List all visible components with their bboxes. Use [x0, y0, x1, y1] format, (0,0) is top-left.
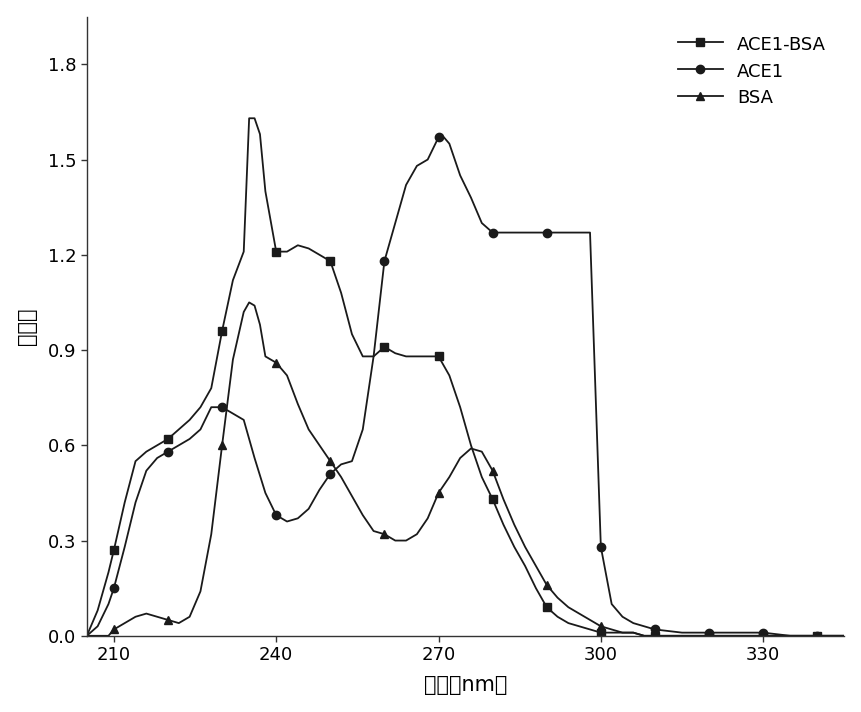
- ACE1: [812, 632, 822, 640]
- BSA: [82, 632, 92, 640]
- ACE1-BSA: [82, 632, 92, 640]
- BSA: [401, 536, 412, 545]
- BSA: [271, 358, 282, 367]
- ACE1: [839, 632, 850, 640]
- BSA: [839, 632, 850, 640]
- Y-axis label: 吸光值: 吸光值: [16, 308, 37, 345]
- ACE1-BSA: [255, 130, 265, 138]
- ACE1-BSA: [401, 352, 412, 361]
- BSA: [244, 298, 254, 307]
- ACE1-BSA: [244, 114, 254, 122]
- BSA: [379, 530, 389, 538]
- Legend: ACE1-BSA, ACE1, BSA: ACE1-BSA, ACE1, BSA: [669, 26, 835, 116]
- ACE1: [412, 162, 422, 170]
- ACE1: [260, 488, 270, 497]
- ACE1-BSA: [812, 632, 822, 640]
- ACE1: [390, 219, 400, 227]
- BSA: [812, 632, 822, 640]
- BSA: [255, 320, 265, 329]
- Line: BSA: BSA: [87, 303, 845, 636]
- X-axis label: 波长（nm）: 波长（nm）: [424, 676, 507, 696]
- ACE1-BSA: [271, 247, 282, 256]
- ACE1: [542, 229, 552, 237]
- BSA: [530, 562, 541, 570]
- Line: ACE1-BSA: ACE1-BSA: [87, 118, 845, 636]
- ACE1-BSA: [839, 632, 850, 640]
- ACE1: [82, 632, 92, 640]
- ACE1-BSA: [530, 584, 541, 592]
- ACE1: [282, 517, 292, 525]
- Line: ACE1: ACE1: [87, 137, 845, 636]
- ACE1: [433, 133, 443, 142]
- ACE1-BSA: [379, 342, 389, 351]
